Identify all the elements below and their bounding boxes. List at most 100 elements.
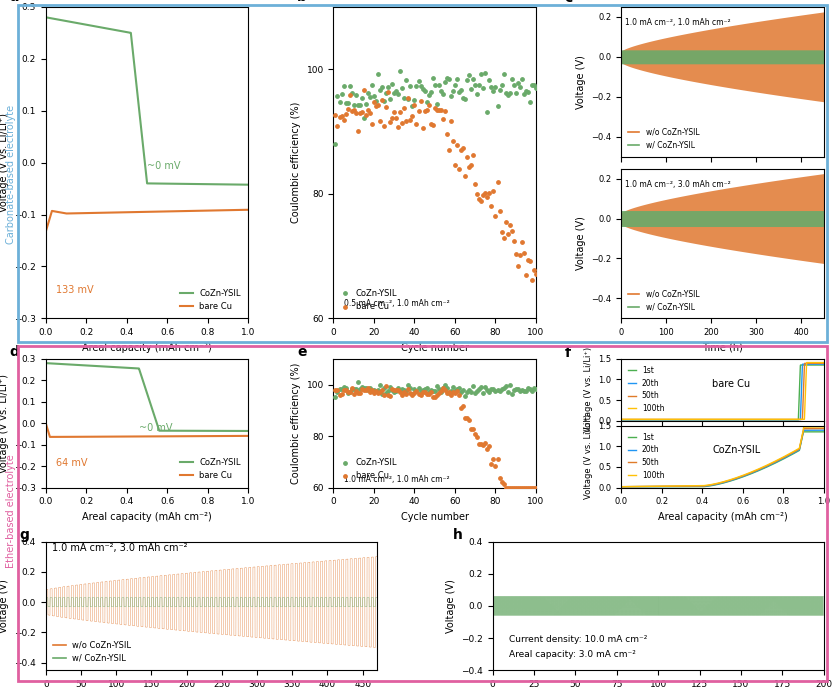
- bare Cu: [505, 226, 518, 237]
- bare Cu: [501, 482, 514, 493]
- Y-axis label: Voltage (V): Voltage (V): [576, 55, 586, 108]
- CoZn-YSIL: [343, 386, 356, 397]
- bare Cu: [339, 385, 352, 396]
- bare Cu: [140, 433, 150, 441]
- CoZn-YSIL: [428, 386, 442, 397]
- bare Cu: [460, 151, 473, 162]
- bare Cu: [334, 111, 348, 122]
- 100th: [617, 415, 626, 424]
- bare Cu: [485, 459, 498, 470]
- CoZn-YSIL: [396, 384, 409, 395]
- bare Cu: [243, 206, 253, 214]
- CoZn-YSIL: [398, 92, 411, 103]
- Line: 1st: 1st: [622, 432, 824, 486]
- 50th: [819, 359, 829, 368]
- bare Cu: [392, 385, 405, 396]
- 100th: [636, 415, 646, 424]
- bare Cu: [367, 388, 380, 399]
- bare Cu: [396, 117, 409, 129]
- X-axis label: Cycle number: Cycle number: [401, 512, 468, 522]
- CoZn-YSIL: [414, 81, 427, 92]
- bare Cu: [448, 388, 462, 399]
- CoZn-YSIL: [353, 383, 366, 394]
- CoZn-YSIL: [237, 427, 247, 435]
- bare Cu: [359, 384, 373, 395]
- CoZn-YSIL: [525, 386, 538, 397]
- 1st: [755, 416, 765, 424]
- Text: b: b: [297, 0, 307, 3]
- X-axis label: Areal capacity (mAh cm⁻²): Areal capacity (mAh cm⁻²): [82, 512, 212, 522]
- bare Cu: [45, 433, 55, 441]
- bare Cu: [491, 454, 504, 465]
- CoZn-YSIL: [408, 384, 421, 395]
- bare Cu: [453, 163, 466, 174]
- Text: 133 mV: 133 mV: [56, 285, 93, 296]
- Text: bare Cu: bare Cu: [712, 379, 750, 388]
- CoZn-YSIL: [499, 381, 513, 392]
- bare Cu: [396, 390, 409, 401]
- X-axis label: Cycle number: Cycle number: [401, 343, 468, 352]
- bare Cu: [436, 382, 449, 393]
- CoZn-YSIL: [438, 380, 452, 391]
- CoZn-YSIL: [519, 86, 532, 97]
- bare Cu: [467, 149, 480, 160]
- CoZn-YSIL: [448, 79, 462, 91]
- CoZn-YSIL: [379, 388, 393, 399]
- 20th: [819, 426, 829, 435]
- bare Cu: [454, 402, 468, 413]
- Text: Carbonate-based electrolyte: Carbonate-based electrolyte: [6, 104, 16, 244]
- Legend: w/o CoZn-YSIL, w/ CoZn-YSIL: w/o CoZn-YSIL, w/ CoZn-YSIL: [50, 637, 135, 666]
- CoZn-YSIL: [355, 93, 369, 104]
- bare Cu: [353, 388, 366, 399]
- CoZn-YSIL: [389, 85, 403, 96]
- CoZn-YSIL: [331, 90, 344, 101]
- bare Cu: [522, 482, 535, 493]
- CoZn-YSIL: [424, 385, 438, 396]
- bare Cu: [468, 179, 482, 190]
- bare Cu: [438, 105, 452, 116]
- CoZn-YSIL: [398, 384, 411, 395]
- bare Cu: [471, 188, 484, 199]
- bare Cu: [448, 160, 462, 171]
- 50th: [698, 415, 708, 424]
- CoZn-YSIL: [418, 383, 431, 394]
- CoZn-YSIL: [430, 99, 443, 110]
- Legend: w/o CoZn-YSIL, w/ CoZn-YSIL: w/o CoZn-YSIL, w/ CoZn-YSIL: [625, 125, 702, 153]
- Y-axis label: Voltage (V): Voltage (V): [446, 579, 456, 633]
- CoZn-YSIL: [381, 385, 394, 396]
- bare Cu: [428, 391, 442, 402]
- bare Cu: [509, 482, 522, 493]
- CoZn-YSIL: [501, 387, 514, 398]
- bare Cu: [483, 187, 496, 198]
- CoZn-YSIL: [487, 85, 500, 96]
- CoZn-YSIL: [483, 386, 496, 397]
- Legend: 1st, 20th, 50th, 100th: 1st, 20th, 50th, 100th: [625, 430, 667, 483]
- bare Cu: [384, 390, 397, 401]
- bare Cu: [333, 111, 346, 122]
- 1st: [819, 428, 829, 436]
- bare Cu: [493, 473, 506, 484]
- CoZn-YSIL: [458, 391, 472, 402]
- CoZn-YSIL: [139, 381, 149, 389]
- CoZn-YSIL: [463, 70, 476, 81]
- Line: 20th: 20th: [622, 364, 824, 419]
- bare Cu: [379, 380, 393, 391]
- CoZn-YSIL: [525, 79, 538, 91]
- CoZn-YSIL: [513, 82, 527, 93]
- CoZn-YSIL: [467, 73, 480, 84]
- bare Cu: [374, 386, 387, 397]
- 100th: [774, 415, 784, 424]
- CoZn-YSIL: [399, 386, 413, 397]
- CoZn-YSIL: [477, 83, 490, 94]
- bare Cu: [414, 389, 427, 400]
- bare Cu: [523, 482, 537, 493]
- bare Cu: [337, 115, 350, 126]
- CoZn-YSIL: [467, 381, 480, 392]
- CoZn-YSIL: [507, 79, 520, 91]
- 1st: [617, 482, 626, 491]
- bare Cu: [408, 100, 421, 111]
- CoZn-YSIL: [357, 113, 370, 124]
- bare Cu: [412, 105, 425, 116]
- bare Cu: [410, 386, 423, 397]
- bare Cu: [331, 385, 344, 396]
